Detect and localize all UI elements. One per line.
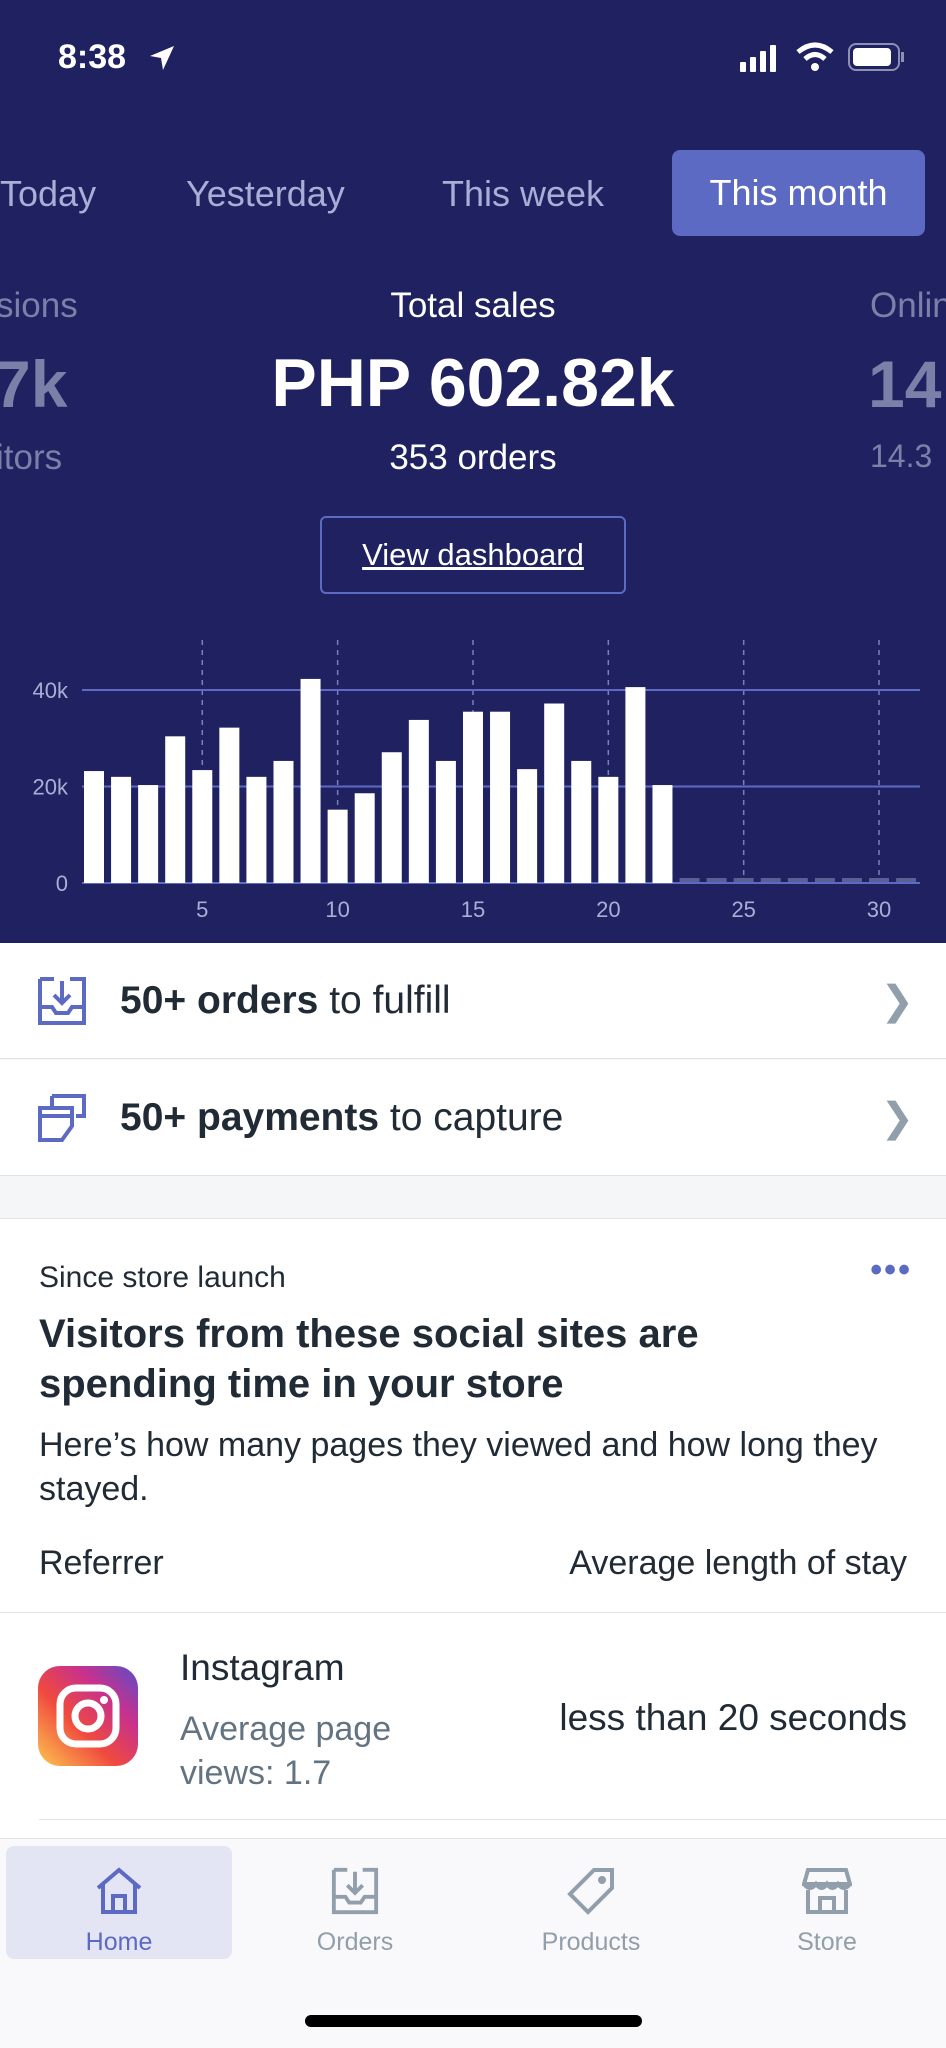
x-tick-label: 5: [196, 897, 208, 922]
chevron-right-icon: ❯: [880, 978, 914, 1023]
total-sales-label: Total sales: [390, 286, 556, 325]
view-dashboard-button[interactable]: View dashboard: [320, 516, 626, 594]
bar-empty: [679, 878, 700, 882]
bar: [381, 752, 402, 883]
task-count: 50+ payments: [120, 1095, 380, 1139]
card-title: Visitors from these social sites are spe…: [39, 1312, 699, 1406]
bar: [300, 678, 321, 883]
x-tick-label: 20: [596, 897, 620, 922]
tab-home[interactable]: Home: [6, 1846, 232, 1959]
bar: [625, 687, 646, 883]
orders-count: 353 orders: [389, 438, 557, 477]
bar: [435, 760, 456, 883]
bar-empty: [841, 878, 862, 882]
sales-chart: 5 10 15 20 25 30 0 20k 40k: [33, 640, 920, 922]
bar-empty: [706, 878, 727, 882]
referrer-avg-stay: less than 20 seconds: [559, 1697, 907, 1738]
bar-empty: [760, 878, 781, 882]
column-referrer: Referrer: [39, 1544, 164, 1582]
sales-header: 8:38 Today Yesterday This week This mont…: [0, 0, 946, 943]
y-tick-label: 0: [56, 871, 68, 896]
tab-label: Products: [541, 1928, 641, 1956]
status-time: 8:38: [58, 38, 127, 76]
task-text: to fulfill: [318, 978, 451, 1022]
tab-label: Store: [797, 1928, 857, 1956]
bar-empty: [787, 878, 808, 882]
instagram-icon: [38, 1666, 138, 1766]
chevron-right-icon: ❯: [880, 1095, 914, 1140]
card-eyebrow: Since store launch: [39, 1261, 286, 1294]
bar: [165, 736, 186, 883]
bar: [517, 769, 538, 883]
card-description: Here’s how many pages they viewed and ho…: [39, 1426, 878, 1508]
metric-left-value: 7k: [0, 347, 68, 421]
social-referrers-card: Since store launch ••• Visitors from the…: [0, 1218, 946, 1848]
task-text: to capture: [379, 1095, 564, 1139]
tab-products[interactable]: Products: [478, 1846, 704, 1959]
bar: [327, 809, 348, 883]
bar: [354, 793, 375, 883]
referrer-row: Instagram Average page views: 1.7 less t…: [0, 1613, 946, 1821]
bar: [84, 771, 104, 883]
tag-icon: [567, 1868, 614, 1915]
battery-icon: [848, 43, 904, 71]
bar: [219, 727, 240, 883]
task-count: 50+ orders: [120, 978, 319, 1022]
x-tick-label: 30: [867, 897, 891, 922]
bar: [544, 703, 565, 883]
x-tick-label: 25: [731, 897, 755, 922]
bar-empty: [869, 878, 890, 882]
orders-icon: [331, 1867, 379, 1915]
column-avg-stay: Average length of stay: [569, 1544, 907, 1582]
metric-left-label: sions: [0, 286, 78, 325]
total-sales-value: PHP 602.82k: [271, 345, 675, 421]
bar: [598, 776, 619, 883]
metric-right-sub: 14.3: [870, 438, 933, 474]
metric-right-label: Onlin: [870, 286, 946, 325]
home-icon: [96, 1867, 142, 1914]
bar: [571, 760, 592, 883]
tab-this-week[interactable]: This week: [442, 173, 605, 214]
referrer-name: Instagram: [180, 1647, 345, 1688]
tab-label: Home: [85, 1928, 153, 1956]
tab-yesterday[interactable]: Yesterday: [186, 173, 345, 214]
bar: [138, 785, 159, 883]
metric-right-value: 14: [868, 347, 942, 421]
y-tick-label: 20k: [33, 775, 69, 800]
inbox-icon: [38, 976, 86, 1025]
bar-empty: [896, 878, 917, 882]
orders-to-fulfill-row[interactable]: 50+ orders to fulfill ❯: [0, 943, 946, 1059]
tab-orders[interactable]: Orders: [242, 1846, 468, 1959]
location-icon: [150, 46, 174, 70]
payments-to-capture-row[interactable]: 50+ payments to capture ❯: [0, 1060, 946, 1176]
bar: [273, 760, 294, 883]
store-icon: [802, 1868, 852, 1914]
tab-today[interactable]: Today: [0, 173, 97, 214]
bar-empty: [814, 878, 835, 882]
bar: [490, 711, 511, 883]
referrer-page-views: Average page views: 1.7: [180, 1710, 392, 1792]
bar: [246, 776, 267, 883]
more-options-icon[interactable]: •••: [870, 1251, 912, 1289]
signal-icon: [740, 45, 776, 72]
bar: [192, 770, 213, 883]
tab-this-month[interactable]: This month: [672, 150, 925, 236]
bar: [408, 719, 429, 883]
tab-store[interactable]: Store: [714, 1846, 940, 1959]
wifi-icon: [796, 42, 834, 71]
bar: [111, 776, 132, 883]
x-tick-label: 15: [461, 897, 485, 922]
x-tick-label: 10: [325, 897, 349, 922]
bar-empty: [733, 878, 754, 882]
bar: [652, 785, 673, 883]
tab-label: Orders: [316, 1928, 394, 1956]
y-tick-label: 40k: [33, 678, 69, 703]
metric-left-sub: itors: [0, 438, 63, 477]
payment-icon: [38, 1093, 86, 1142]
bottom-tab-bar: Home Orders Products Store: [0, 1838, 946, 2048]
bar: [462, 711, 483, 883]
home-indicator: [305, 2015, 642, 2027]
